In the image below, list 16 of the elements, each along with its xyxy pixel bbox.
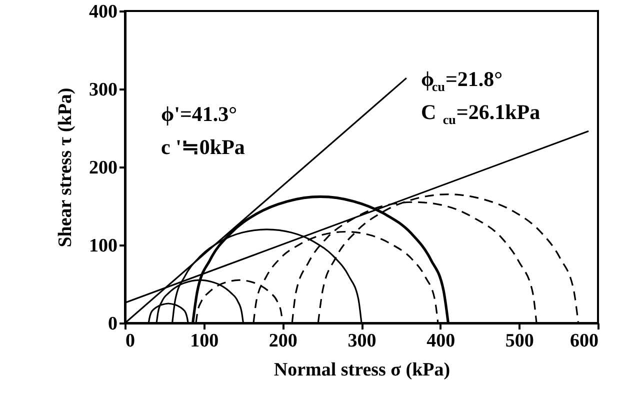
x-tick-label: 200 [268, 330, 298, 352]
y-tick-label: 100 [89, 236, 118, 256]
y-tick-label: 0 [108, 314, 118, 334]
y-axis-title: Shear stress τ (kPa) [55, 88, 76, 248]
x-tick-label: 300 [348, 330, 376, 352]
x-tick-label: 400 [426, 330, 456, 352]
x-tick-label: 100 [190, 330, 219, 352]
annotation: ϕ'=41.3° [161, 102, 238, 126]
y-tick-label: 300 [89, 80, 118, 100]
x-tick-label: 0 [126, 330, 135, 352]
x-tick-label: 600 [570, 330, 598, 352]
y-tick-label: 200 [89, 158, 118, 178]
annotation: c '≒0kPa [161, 135, 246, 159]
x-tick-label: 500 [505, 330, 534, 352]
x-axis-title: Normal stress σ (kPa) [274, 360, 450, 380]
y-tick-label: 400 [89, 2, 118, 22]
